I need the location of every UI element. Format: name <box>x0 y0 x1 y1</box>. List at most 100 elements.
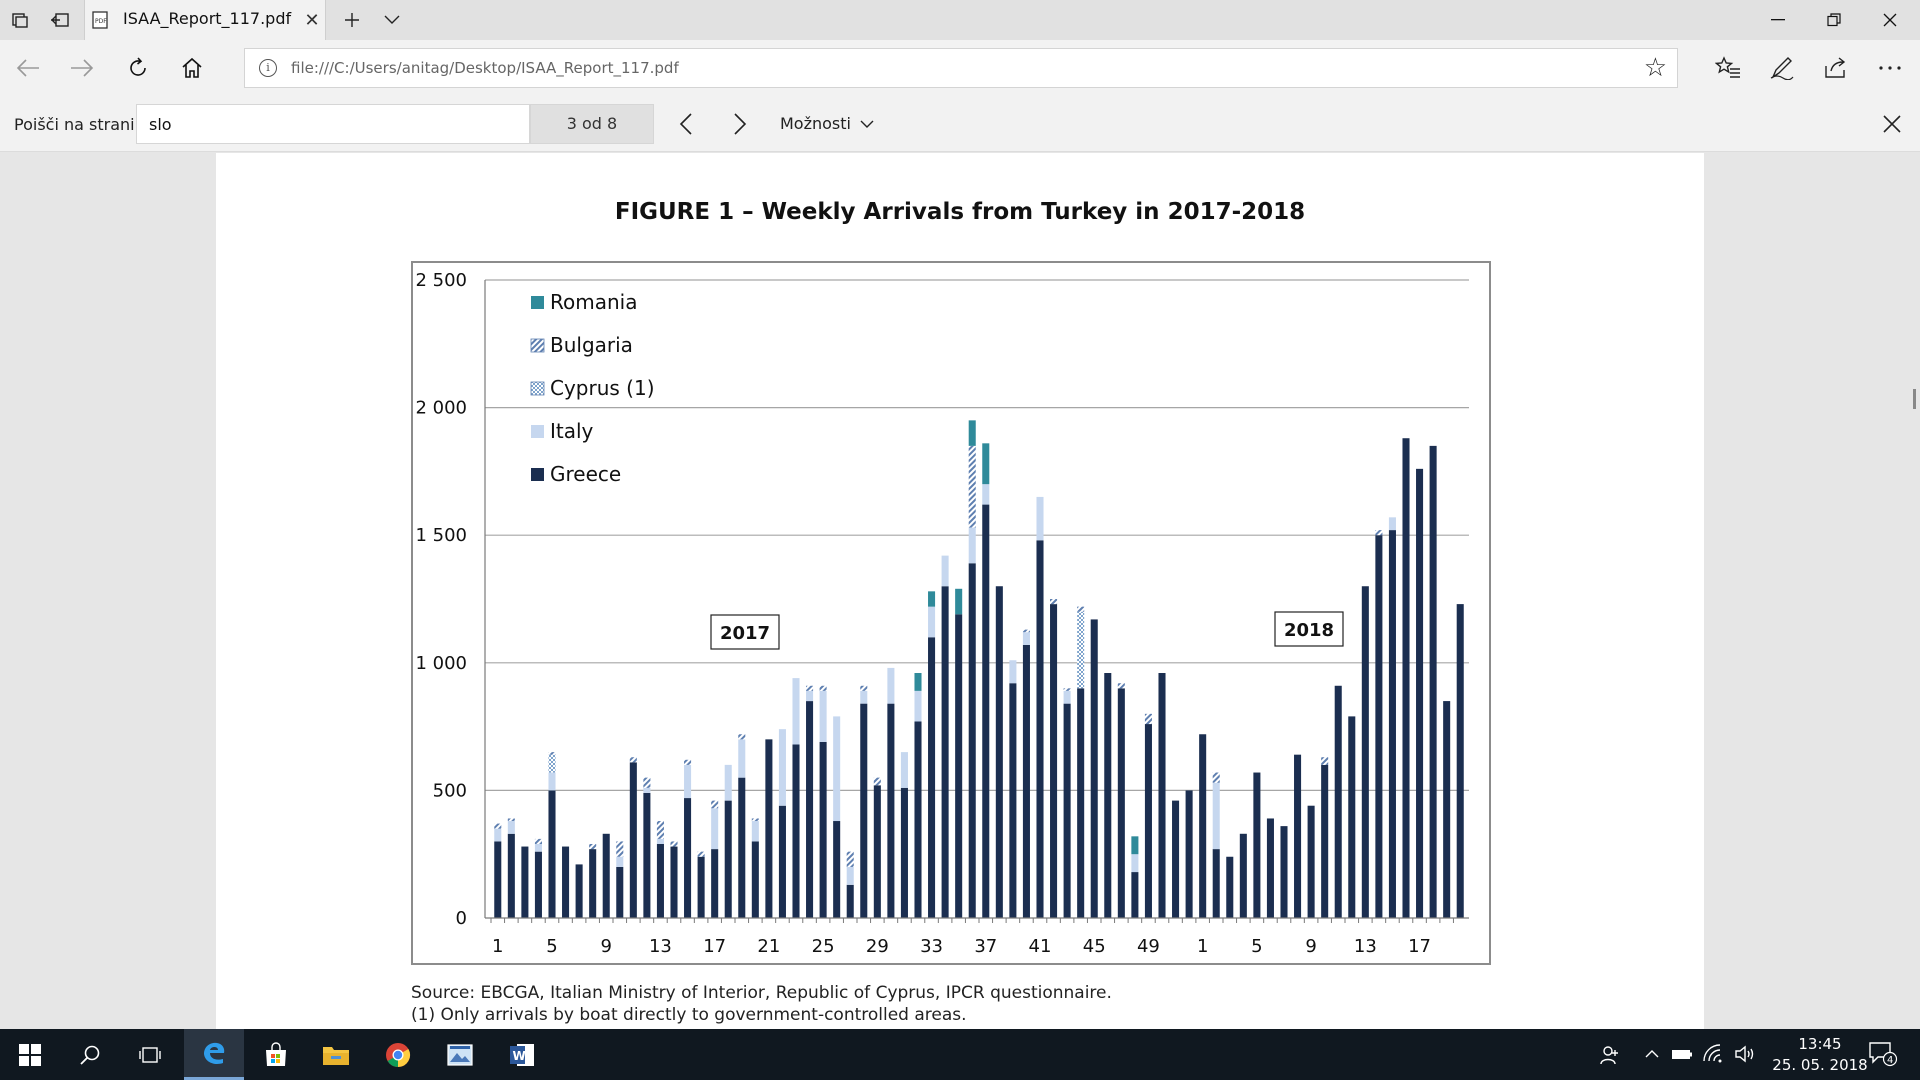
bar-segment-greece <box>1334 685 1342 918</box>
svg-text:PDF: PDF <box>95 18 107 25</box>
bar-segment-italy <box>656 838 664 844</box>
new-tab-icon[interactable] <box>332 0 372 40</box>
tab-close-icon[interactable]: ✕ <box>304 9 320 31</box>
people-icon[interactable] <box>1600 1044 1622 1071</box>
word-icon[interactable]: W <box>492 1029 552 1080</box>
clock-time[interactable]: 13:45 <box>1798 1035 1842 1053</box>
bar-segment-greece <box>1294 754 1302 918</box>
favorites-hub-icon[interactable] <box>1704 48 1752 88</box>
bar-segment-italy <box>494 828 502 842</box>
bar-segment-bulgaria <box>846 851 854 867</box>
bar-segment-greece <box>765 739 773 918</box>
find-previous-chevron-icon[interactable] <box>666 104 706 144</box>
volume-icon[interactable] <box>1734 1044 1756 1069</box>
weekly-arrivals-chart: 0 500 1 000 1 500 2 000 2 500 1 5 9 13 17 21 25 29 33 3… <box>411 261 1491 965</box>
bar-segment-greece <box>860 703 868 918</box>
y-tick-label: 2 000 <box>415 398 467 419</box>
bar-segment-greece <box>806 701 814 918</box>
bar-segment-greece <box>697 856 705 918</box>
image-viewer-icon[interactable] <box>430 1029 490 1080</box>
x-tick-label: 9 <box>1305 936 1316 957</box>
refresh-icon[interactable] <box>116 48 160 88</box>
find-options-menu[interactable]: Možnosti <box>780 114 874 133</box>
set-aside-tabs-icon[interactable] <box>40 0 80 40</box>
scrollbar-thumb[interactable] <box>1913 389 1916 409</box>
home-icon[interactable] <box>170 48 214 88</box>
bar-segment-greece <box>1090 619 1098 918</box>
tab-sets-icon[interactable] <box>0 0 40 40</box>
bar-segment-romania <box>955 588 963 615</box>
bar-segment-greece <box>643 792 651 918</box>
more-options-icon[interactable] <box>1866 48 1914 88</box>
add-favorite-star-icon[interactable]: ☆ <box>1643 53 1667 83</box>
bar-segment-bulgaria <box>1321 757 1329 765</box>
bar-segment-italy <box>1036 496 1044 541</box>
bar-segment-italy <box>928 606 936 638</box>
bar-segment-greece <box>751 841 759 918</box>
pdf-file-icon: PDF <box>91 11 109 29</box>
bar-segment-greece <box>670 846 678 918</box>
web-note-pen-icon[interactable] <box>1758 48 1806 88</box>
bar-segment-italy <box>846 866 854 885</box>
back-arrow-icon[interactable] <box>6 48 50 88</box>
bar-segment-bulgaria <box>1077 606 1085 612</box>
bar-segment-greece <box>1456 604 1464 918</box>
find-close-icon[interactable] <box>1872 104 1912 144</box>
wifi-icon[interactable] <box>1702 1044 1724 1069</box>
restore-icon[interactable] <box>1804 0 1864 40</box>
store-icon[interactable] <box>246 1029 306 1080</box>
search-icon[interactable] <box>60 1029 120 1080</box>
bar-segment-greece <box>955 614 963 918</box>
bars <box>494 420 1464 918</box>
window-close-icon[interactable] <box>1860 0 1920 40</box>
bar-segment-bulgaria <box>968 445 976 528</box>
x-tick-label: 5 <box>1251 936 1262 957</box>
clock-date[interactable]: 25. 05. 2018 <box>1772 1056 1868 1074</box>
bar-segment-bulgaria <box>819 685 827 691</box>
y-tick-label: 0 <box>456 908 467 929</box>
bar-segment-greece <box>887 703 895 918</box>
bar-segment-greece <box>1199 734 1207 918</box>
site-info-icon[interactable]: i <box>259 59 277 77</box>
bar-segment-italy <box>833 716 841 822</box>
minimize-icon[interactable] <box>1748 0 1808 40</box>
axes: 0 500 1 000 1 500 2 000 2 500 1 5 9 13 17 21 25 29 33 3… <box>415 270 1469 957</box>
chrome-icon[interactable] <box>368 1029 428 1080</box>
find-input[interactable] <box>136 104 530 144</box>
address-bar[interactable]: i file:///C:/Users/anitag/Desktop/ISAA_R… <box>244 48 1678 88</box>
bar-segment-italy <box>968 527 976 564</box>
bar-segment-italy <box>507 821 515 834</box>
show-hidden-icons-chevron-icon[interactable] <box>1644 1044 1660 1069</box>
start-windows-icon[interactable] <box>0 1029 60 1080</box>
bar-segment-bulgaria <box>873 777 881 786</box>
share-icon[interactable] <box>1812 48 1860 88</box>
edge-browser-icon[interactable] <box>184 1029 244 1080</box>
pdf-page: FIGURE 1 – Weekly Arrivals from Turkey i… <box>216 153 1704 1029</box>
bar-segment-greece <box>778 805 786 918</box>
task-view-icon[interactable] <box>120 1029 180 1080</box>
source-note: Source: EBCGA, Italian Ministry of Inter… <box>411 983 1112 1003</box>
battery-icon[interactable] <box>1670 1044 1694 1069</box>
footnote: (1) Only arrivals by boat directly to go… <box>411 1005 967 1025</box>
bar-segment-greece <box>507 833 515 918</box>
bar-segment-greece <box>548 790 556 918</box>
bar-segment-italy <box>860 690 868 704</box>
bar-segment-bulgaria <box>1375 530 1383 536</box>
pdf-viewer[interactable]: FIGURE 1 – Weekly Arrivals from Turkey i… <box>0 153 1920 1029</box>
bar-segment-bulgaria <box>507 818 515 822</box>
forward-arrow-icon[interactable] <box>60 48 104 88</box>
bar-segment-italy <box>806 690 814 702</box>
file-explorer-icon[interactable] <box>306 1029 366 1080</box>
action-center-icon[interactable]: 4 <box>1868 1041 1898 1072</box>
bar-segment-greece <box>1388 530 1396 918</box>
bar-segment-italy <box>751 821 759 842</box>
bar-segment-greece <box>1348 716 1356 918</box>
tab-isaa-report[interactable]: PDF ISAA_Report_117.pdf ✕ <box>84 0 326 40</box>
bar-segment-greece <box>534 851 542 918</box>
find-next-chevron-icon[interactable] <box>720 104 760 144</box>
tab-preview-chevron-icon[interactable] <box>372 0 412 40</box>
bar-segment-italy <box>684 764 692 799</box>
bar-segment-bulgaria <box>1063 688 1071 691</box>
bar-segment-romania <box>928 591 936 607</box>
